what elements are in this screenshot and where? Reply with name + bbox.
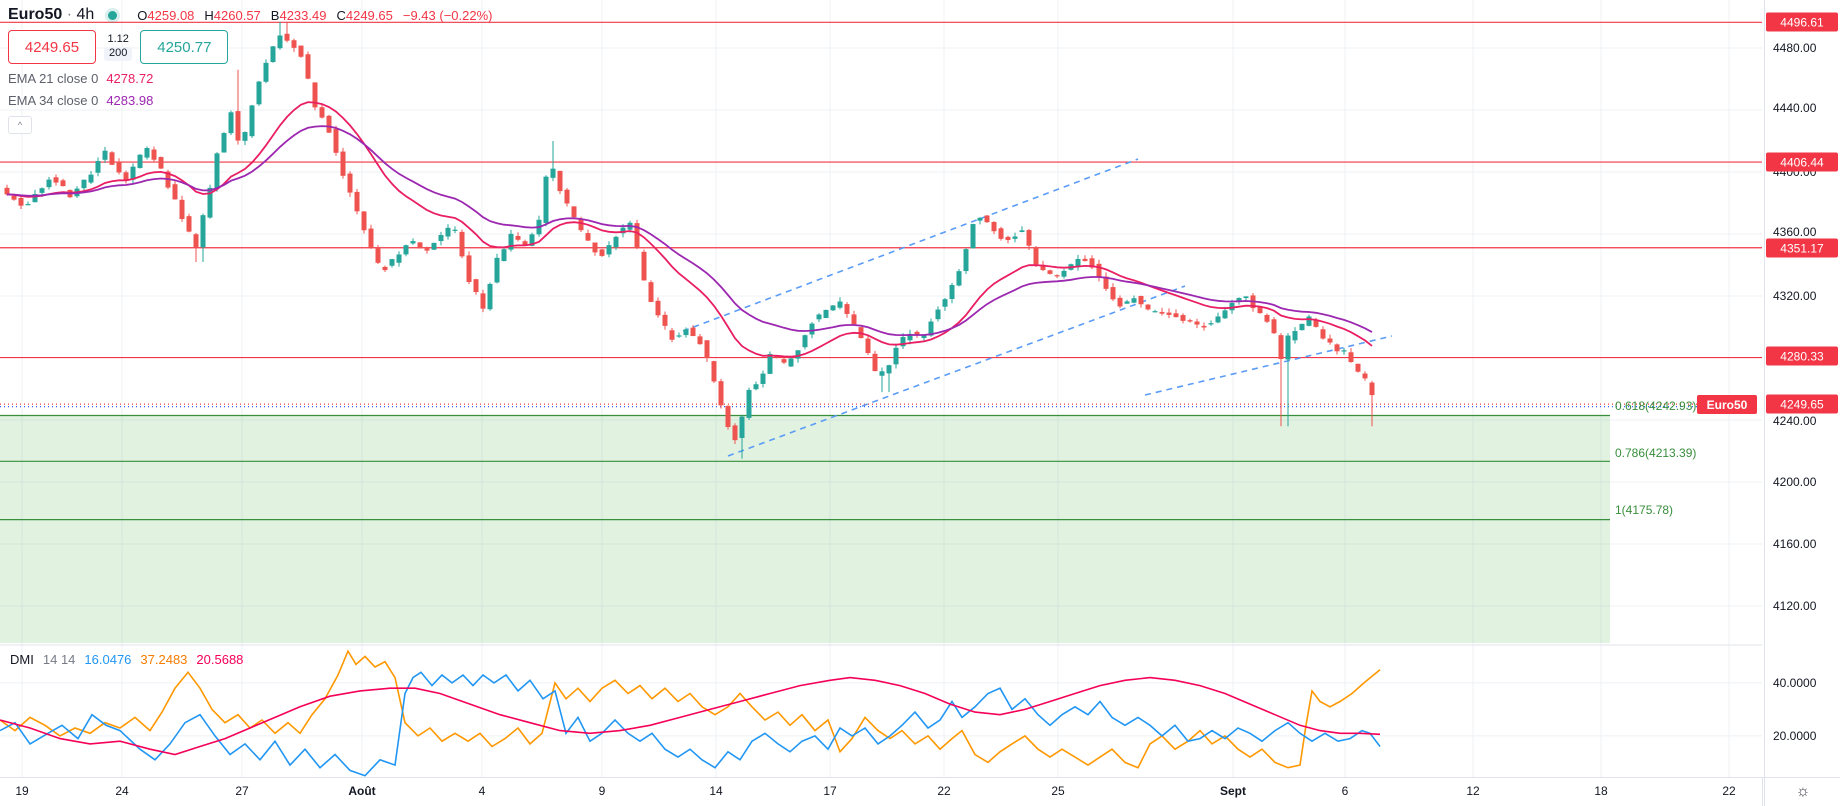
ema34-legend[interactable]: EMA 34 close 0 4283.98	[8, 93, 154, 108]
interval-label: 4h	[76, 6, 95, 23]
series-price-label: Euro50	[1697, 395, 1757, 414]
time-axis-label: 6	[1341, 784, 1349, 798]
time-axis-label: 17	[823, 784, 837, 798]
price-axis-label: 20.0000	[1773, 729, 1817, 743]
ema21-legend[interactable]: EMA 21 close 0 4278.72	[8, 71, 154, 86]
dmi-minus-di-value: 37.2483	[140, 652, 188, 667]
ema21-line[interactable]	[6, 101, 1373, 358]
fib-label-1: 1(4175.78)	[1615, 503, 1674, 517]
dmi-adx-value: 20.5688	[196, 652, 244, 667]
price-level-badge: 4496.61	[1766, 12, 1838, 32]
symbol-legend: Euro50 · 4h O4259.08 H4260.57 B4233.49 C…	[8, 6, 492, 134]
fib-retracement[interactable]	[0, 414, 1610, 643]
time-axis-label: Août	[348, 784, 376, 798]
time-axis-label: 14	[709, 784, 723, 798]
candles	[4, 21, 1375, 459]
price-axis-label: 4200.00	[1773, 475, 1817, 489]
gridlines	[0, 0, 1762, 777]
buy-button[interactable]: 4250.77	[140, 30, 229, 64]
price-axis[interactable]: 4480.00 4440.00 4400.00 4360.00 4320.00 4240.…	[1765, 0, 1840, 777]
price-level-badge: 4249.65	[1766, 394, 1838, 414]
time-axis-label: 19	[15, 784, 29, 798]
collapse-legend-button[interactable]: ^	[8, 116, 32, 134]
sell-button[interactable]: 4249.65	[8, 30, 96, 64]
price-axis-border	[1764, 0, 1765, 806]
change-value: −9.43 (−0.22%)	[402, 7, 493, 23]
spread-indicator: 1.12 200	[100, 30, 136, 64]
ema34-line[interactable]	[6, 125, 1373, 337]
time-axis-label: 12	[1466, 784, 1480, 798]
price-level-badge: 4406.44	[1766, 152, 1838, 172]
fib-label-0786: 0.786(4213.39)	[1615, 446, 1697, 460]
price-axis-label: 4120.00	[1773, 599, 1817, 613]
time-axis-label: 9	[598, 784, 606, 798]
dmi-adx-line	[0, 676, 1381, 756]
time-axis-label: 27	[235, 784, 249, 798]
time-axis-label: 24	[115, 784, 129, 798]
price-axis-label: 4240.00	[1773, 414, 1817, 428]
price-level-badge: 4280.33	[1766, 346, 1838, 366]
symbol-title[interactable]: Euro50 · 4h	[8, 6, 95, 23]
axis-corner-box	[1762, 778, 1840, 806]
time-axis-label: 22	[937, 784, 951, 798]
time-axis-label: Sept	[1219, 784, 1247, 798]
time-axis-label: 18	[1594, 784, 1608, 798]
price-axis-label: 4160.00	[1773, 537, 1817, 551]
time-axis[interactable]: ☼ 19 24 27 Août 4 9 14 17 22 25 Sept 6 12 18 22	[0, 777, 1840, 806]
price-axis-label: 4440.00	[1773, 101, 1817, 115]
trendlines[interactable]	[682, 158, 1393, 457]
price-level-badge: 4351.17	[1766, 238, 1838, 258]
horizontal-price-lines[interactable]	[0, 21, 1762, 359]
dmi-pane[interactable]	[0, 649, 1381, 777]
price-axis-label: 40.0000	[1773, 676, 1817, 690]
dmi-legend[interactable]: DMI 14 14 16.0476 37.2483 20.5688	[10, 652, 244, 667]
fib-label-0618: 0.618(4242.93)	[1615, 399, 1697, 413]
dmi-plus-di-value: 16.0476	[84, 652, 132, 667]
price-pane[interactable]	[0, 0, 1765, 777]
price-axis-label: 4320.00	[1773, 289, 1817, 303]
price-axis-label: 4360.00	[1773, 225, 1817, 239]
price-axis-label: 4480.00	[1773, 41, 1817, 55]
time-axis-label: 4	[478, 784, 486, 798]
axis-settings-icon[interactable]: ☼	[1795, 783, 1811, 800]
ohlc-values: O4259.08 H4260.57 B4233.49 C4249.65 −9.4…	[137, 7, 493, 23]
market-status-icon[interactable]	[108, 10, 118, 20]
time-axis-label: 22	[1722, 784, 1736, 798]
dmi-minus-di-line	[0, 649, 1381, 769]
dmi-plus-di-line	[0, 671, 1381, 777]
time-axis-label: 25	[1051, 784, 1065, 798]
